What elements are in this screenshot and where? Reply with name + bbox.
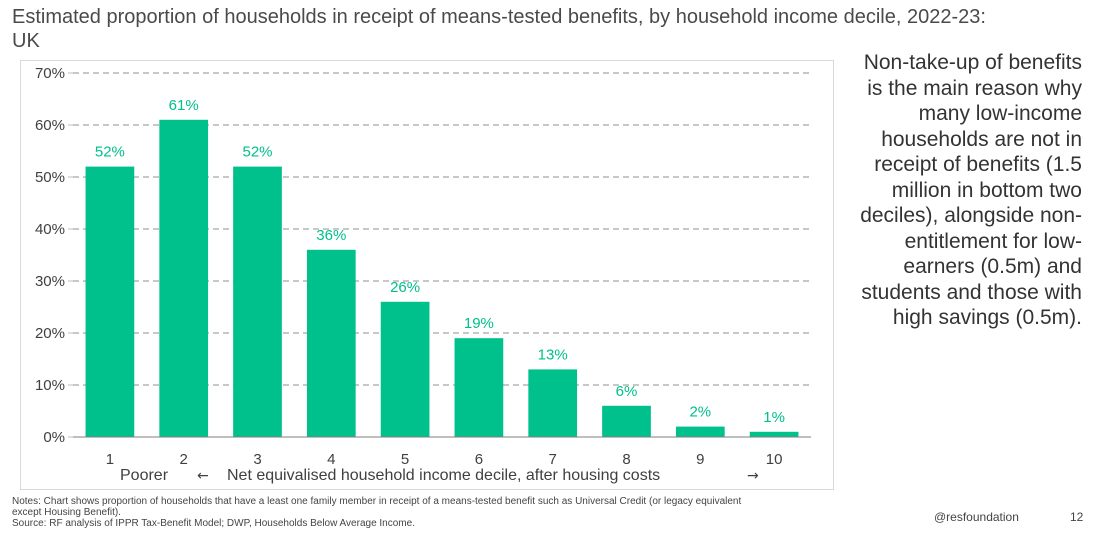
y-tick-label: 20%	[35, 325, 65, 342]
data-label: 6%	[616, 383, 638, 400]
y-tick-label: 60%	[35, 117, 65, 134]
data-label: 61%	[169, 97, 199, 114]
chart-notes: Notes: Chart shows proportion of househo…	[12, 496, 912, 529]
data-label: 52%	[95, 144, 125, 161]
x-tick-label: 10	[766, 451, 783, 468]
x-axis-label-poorer: Poorer	[120, 467, 169, 484]
sidebar-commentary: Non-take-up of benefits is the main reas…	[860, 51, 1082, 329]
data-label: 19%	[464, 315, 494, 332]
page-number: 12	[1070, 510, 1084, 524]
chart-frame: 0% 10% 20% 30% 40% 50% 60% 70% 52% 1 61% 2 52% 3 36% 4 2…	[20, 60, 834, 490]
source-line: Source: RF analysis of IPPR Tax-Benefit …	[12, 518, 415, 529]
y-tick-label: 40%	[35, 221, 65, 238]
data-label: 2%	[689, 404, 711, 421]
bar	[306, 249, 356, 437]
bar	[85, 166, 135, 437]
bar	[602, 405, 651, 437]
notes-line-1: Notes: Chart shows proportion of househo…	[12, 496, 742, 507]
bar-chart: 0%10%20%30%40%50%60%70%52%161%252%336%42…	[35, 65, 811, 484]
x-tick-label: 7	[549, 451, 557, 468]
data-label: 52%	[242, 144, 272, 161]
notes-line-2: except Housing Benefit).	[12, 507, 121, 518]
x-tick-label: 1	[106, 451, 114, 468]
bar	[380, 301, 430, 437]
bar	[233, 166, 282, 437]
footer-handle: @resfoundation	[934, 510, 1019, 524]
y-tick-label: 50%	[35, 169, 65, 186]
y-tick-label: 10%	[35, 377, 65, 394]
bar	[749, 431, 799, 437]
x-tick-label: 9	[696, 451, 704, 468]
bar	[675, 426, 725, 437]
chart-title: Estimated proportion of households in re…	[12, 6, 986, 52]
x-tick-label: 4	[327, 451, 335, 468]
data-label: 36%	[316, 227, 346, 244]
y-tick-label: 30%	[35, 273, 65, 290]
x-tick-label: 3	[253, 451, 261, 468]
data-label: 13%	[538, 346, 568, 363]
y-tick-label: 70%	[35, 65, 65, 82]
x-tick-label: 2	[180, 451, 188, 468]
x-tick-label: 6	[475, 451, 483, 468]
left-arrow-icon: ←	[197, 468, 209, 484]
y-tick-label: 0%	[43, 429, 65, 446]
data-label: 26%	[390, 279, 420, 296]
x-tick-label: 8	[622, 451, 630, 468]
x-tick-label: 5	[401, 451, 409, 468]
data-label: 1%	[763, 409, 785, 426]
bar	[159, 119, 209, 438]
x-axis-label: Net equivalised household income decile,…	[227, 467, 660, 484]
right-arrow-icon: →	[747, 468, 759, 484]
bar	[528, 369, 578, 437]
bar	[454, 338, 504, 437]
